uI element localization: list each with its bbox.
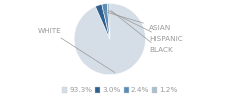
Text: WHITE: WHITE <box>38 28 115 72</box>
Text: BLACK: BLACK <box>111 10 173 53</box>
Text: HISPANIC: HISPANIC <box>108 10 183 42</box>
Wedge shape <box>102 4 110 39</box>
Wedge shape <box>107 3 110 39</box>
Wedge shape <box>96 4 110 39</box>
Text: ASIAN: ASIAN <box>103 11 171 31</box>
Wedge shape <box>74 3 145 75</box>
Legend: 93.3%, 3.0%, 2.4%, 1.2%: 93.3%, 3.0%, 2.4%, 1.2% <box>59 85 181 96</box>
